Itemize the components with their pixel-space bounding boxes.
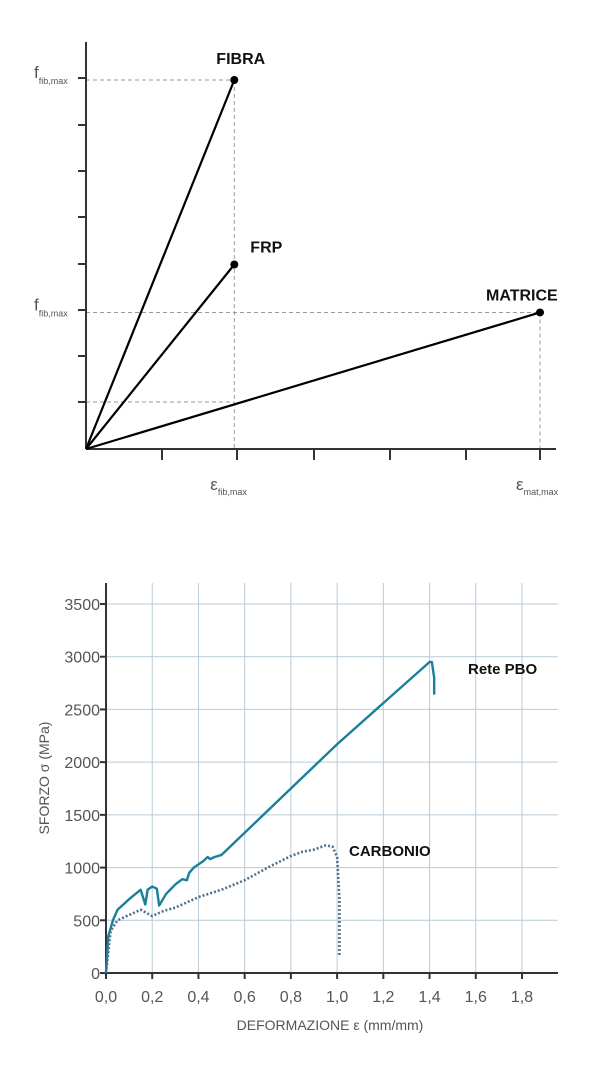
x-tick-label: 0,6 — [234, 989, 256, 1006]
x-tick-label: 0,0 — [95, 989, 117, 1006]
endpoint-matrice — [536, 308, 544, 317]
series-label-rete-pbo: Rete PBO — [468, 661, 538, 678]
x-tick-label: 1,6 — [465, 989, 487, 1006]
series-line-fibra — [84, 79, 236, 450]
y-axis-title: SFORZO σ (MPa) — [36, 722, 52, 835]
series-line-carbonio — [104, 844, 341, 974]
series-label-frp: FRP — [250, 240, 282, 257]
y-tick-label: 3000 — [64, 650, 100, 667]
x-tick-label: 1,4 — [418, 989, 440, 1006]
series-line-rete-pbo — [104, 660, 436, 974]
series-label-matrice: MATRICE — [486, 287, 558, 304]
x-tick-label: 0,4 — [187, 989, 209, 1006]
endpoint-fibra — [230, 76, 239, 84]
series-line-frp — [85, 263, 236, 450]
x-tick-label: 1,0 — [326, 989, 348, 1006]
y-tick-label: 1000 — [64, 861, 100, 878]
series-label-carbonio: CARBONIO — [349, 843, 431, 860]
x-tick-label: 0,8 — [280, 989, 302, 1006]
x-tick-label: 1,8 — [511, 989, 533, 1006]
x-tick-label: 0,2 — [141, 989, 163, 1006]
x-tick-label: 1,2 — [372, 989, 394, 1006]
y-tick-label: 3500 — [64, 597, 100, 614]
x-axis-title: DEFORMAZIONE ε (mm/mm) — [237, 1017, 424, 1033]
y-tick-label: 0 — [91, 966, 100, 983]
series-line-matrice — [85, 311, 541, 451]
y-tick-label: 2000 — [64, 755, 100, 772]
y-tick-label: 2500 — [64, 702, 100, 719]
y-tick-label: 500 — [73, 913, 100, 930]
endpoint-frp — [230, 260, 239, 269]
series-label-fibra: FIBRA — [216, 51, 265, 68]
y-tick-label: 1500 — [64, 808, 100, 825]
